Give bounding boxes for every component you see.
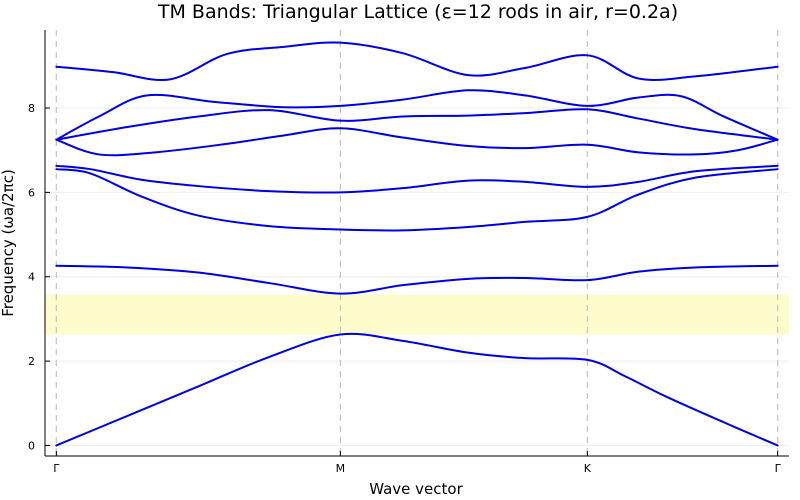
y-tick-label: 2 — [28, 355, 35, 368]
x-axis-label: Wave vector — [369, 480, 463, 498]
y-ticks: 0 2 4 6 8 — [28, 102, 50, 452]
horizontal-grid — [45, 107, 789, 446]
x-tick-label: Γ — [53, 462, 60, 475]
bands-group — [55, 41, 779, 447]
band-line-8 — [55, 41, 779, 81]
y-tick-label: 4 — [28, 271, 35, 284]
chart-title: TM Bands: Triangular Lattice (ε=12 rods … — [157, 1, 678, 23]
band-line-3 — [55, 168, 779, 232]
band-line-1 — [55, 332, 779, 447]
x-tick-label: Γ — [775, 462, 782, 475]
y-tick-label: 6 — [28, 186, 35, 199]
band-line-6 — [55, 108, 779, 141]
band-line-2 — [55, 264, 779, 295]
high-symmetry-lines — [55, 30, 779, 456]
x-tick-label: M — [336, 462, 346, 475]
band-line-4 — [55, 164, 779, 194]
band-line-5 — [55, 127, 779, 157]
band-line-7 — [55, 89, 779, 141]
band-gap-region — [45, 294, 789, 335]
y-tick-label: 0 — [28, 439, 35, 452]
y-tick-label: 8 — [28, 102, 35, 115]
y-axis-label: Frequency (ωa/2πc) — [0, 169, 17, 317]
x-tick-label: K — [584, 462, 592, 475]
